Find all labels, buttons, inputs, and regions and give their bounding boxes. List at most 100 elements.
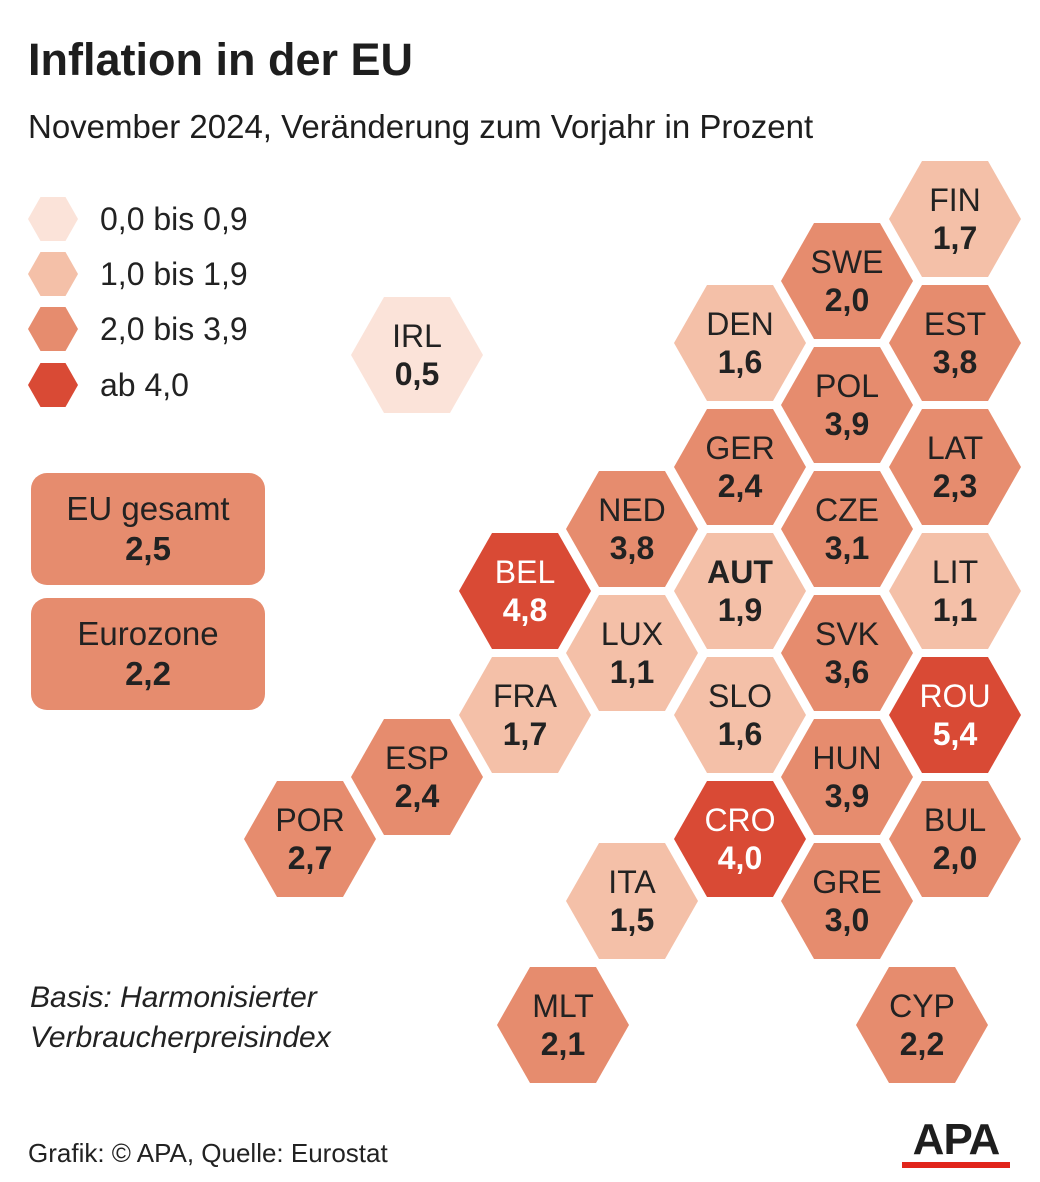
country-value: 1,7 [502,716,548,752]
country-value: 1,1 [609,654,655,690]
country-code: EST [923,306,987,342]
country-value: 2,4 [394,778,440,814]
country-code: SLO [707,678,773,714]
country-hex-por: POR 2,7 [244,781,376,897]
country-value: 2,0 [932,840,978,876]
summary-eurozone-box: Eurozone 2,2 [31,598,265,710]
country-code: CRO [704,802,776,838]
country-code: FRA [493,678,557,714]
country-hex-gre: GRE 3,0 [781,843,913,959]
legend-hex-icon [28,252,78,296]
country-value: 1,6 [717,344,763,380]
logo-text: APA [912,1115,1001,1164]
country-value: 2,1 [540,1026,586,1062]
logo-bar [902,1162,1010,1168]
country-hex-esp: ESP 2,4 [351,719,483,835]
country-value: 2,7 [287,840,333,876]
summary-label: EU gesamt [66,490,230,527]
country-code: GER [705,430,775,466]
country-code: AUT [707,554,773,590]
country-value: 1,6 [717,716,763,752]
country-code: SWE [810,244,884,280]
country-code: FIN [929,182,981,218]
country-hex-mlt: MLT 2,1 [497,967,629,1083]
country-value: 3,1 [824,530,870,566]
country-code: IRL [392,318,442,354]
country-code: LAT [926,430,984,466]
country-value: 2,2 [899,1026,945,1062]
country-hex-lat: LAT 2,3 [889,409,1021,525]
country-value: 1,5 [609,902,655,938]
country-hex-bul: BUL 2,0 [889,781,1021,897]
country-code: LUX [600,616,664,652]
summary-eu-box: EU gesamt 2,5 [31,473,265,585]
country-code: GRE [812,864,882,900]
chart-title: Inflation in der EU [28,34,414,85]
country-code: ESP [384,740,450,776]
country-value: 3,8 [932,344,978,380]
legend-hex-icon [28,307,78,351]
country-hex-swe: SWE 2,0 [781,223,913,339]
country-code: MLT [532,988,594,1024]
summary-label: Eurozone [77,615,219,652]
legend-hex-icon [28,197,78,241]
country-code: BEL [494,554,556,590]
country-value: 5,4 [932,716,978,752]
country-code: SVK [814,616,880,652]
country-hex-pol: POL 3,9 [781,347,913,463]
country-code: HUN [812,740,882,776]
country-code: LIT [931,554,979,590]
country-hex-lux: LUX 1,1 [566,595,698,711]
basis-line: Verbraucherpreisindex [30,1021,331,1054]
country-hex-ned: NED 3,8 [566,471,698,587]
chart-subtitle: November 2024, Veränderung zum Vorjahr i… [28,108,814,145]
summary-value: 2,5 [125,530,171,567]
country-value: 4,8 [502,592,548,628]
apa-logo: APA [898,1118,1014,1168]
country-hex-fin: FIN 1,7 [889,161,1021,277]
basis-note: Basis: Harmonisierter Verbraucherpreisin… [30,978,331,1058]
legend-item: 2,0 bis 3,9 [28,306,248,352]
country-hex-bel: BEL 4,8 [459,533,591,649]
legend-item: ab 4,0 [28,362,189,408]
legend-label: ab 4,0 [100,366,189,403]
country-value: 4,0 [717,840,763,876]
summary-value: 2,2 [125,655,171,692]
legend-item: 0,0 bis 0,9 [28,196,248,242]
country-value: 3,9 [824,778,870,814]
legend-item: 1,0 bis 1,9 [28,251,248,297]
country-code: DEN [706,306,774,342]
country-value: 1,1 [932,592,978,628]
country-value: 3,0 [824,902,870,938]
country-hex-den: DEN 1,6 [674,285,806,401]
country-hex-cyp: CYP 2,2 [856,967,988,1083]
country-hex-hun: HUN 3,9 [781,719,913,835]
legend-label: 2,0 bis 3,9 [100,310,248,347]
country-value: 2,4 [717,468,763,504]
country-value: 3,9 [824,406,870,442]
country-code: ITA [608,864,656,900]
country-code: ROU [919,678,991,714]
country-hex-ger: GER 2,4 [674,409,806,525]
country-hex-ita: ITA 1,5 [566,843,698,959]
country-value: 2,0 [824,282,870,318]
legend-label: 0,0 bis 0,9 [100,200,248,237]
country-hex-rou: ROU 5,4 [889,657,1021,773]
country-code: CYP [889,988,955,1024]
country-code: CZE [815,492,879,528]
country-code: BUL [923,802,987,838]
country-value: 0,5 [394,356,440,392]
legend-label: 1,0 bis 1,9 [100,255,248,292]
country-hex-lit: LIT 1,1 [889,533,1021,649]
source-footer: Grafik: © APA, Quelle: Eurostat [28,1138,388,1168]
country-hex-fra: FRA 1,7 [459,657,591,773]
country-hex-aut: AUT 1,9 [674,533,806,649]
country-code: POL [814,368,880,404]
country-hex-irl: IRL 0,5 [351,297,483,413]
country-code: POR [275,802,345,838]
country-value: 1,9 [717,592,763,628]
country-hex-slo: SLO 1,6 [674,657,806,773]
legend-hex-icon [28,363,78,407]
country-value: 1,7 [932,220,978,256]
country-hex-cro: CRO 4,0 [674,781,806,897]
